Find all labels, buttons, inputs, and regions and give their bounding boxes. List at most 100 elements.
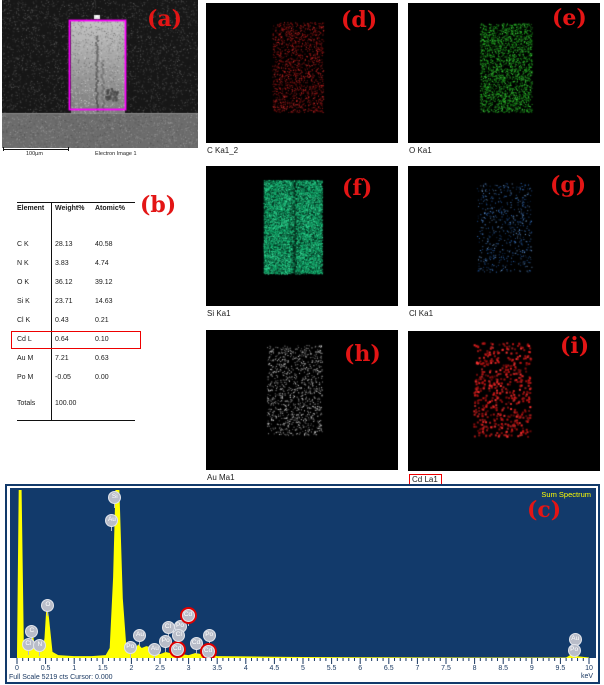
peak-label-si: Si: [108, 490, 122, 504]
x-axis-tick-label-4.5: 4.5: [269, 665, 280, 672]
peak-label-c: C: [25, 624, 39, 638]
x-axis-ticks: [16, 658, 590, 664]
x-axis-unit-label: keV: [581, 673, 594, 680]
sem-caption: Electron Image 1: [95, 151, 137, 157]
cd-row-highlight-box: [11, 331, 141, 349]
peak-label-stem-n: [39, 651, 41, 656]
totals-label: Totals: [17, 400, 36, 407]
table-row-sik-element: Si K: [17, 298, 30, 305]
panel-letter-b: (b): [140, 192, 177, 218]
panel-letter-h: (h): [344, 341, 381, 367]
peak-label-stem-au: [154, 655, 156, 658]
peak-label-po: Po: [123, 640, 137, 654]
scale-text: 100µm: [26, 151, 43, 157]
eds-map-panel-i: [408, 331, 600, 471]
table-row-aum-weight: 7.21: [55, 355, 69, 362]
panel-letter-g: (g): [550, 172, 587, 198]
x-axis-tick-label-8.5: 8.5: [498, 665, 509, 672]
x-axis-tick-label-6: 6: [358, 665, 363, 672]
table-row-clk-element: Cl K: [17, 317, 31, 324]
col-header-weight: Weight%: [55, 205, 85, 212]
table-row-pom-element: Po M: [17, 374, 34, 381]
peak-label-cl: Cl: [172, 628, 186, 642]
table-row-pom-weight: -0.05: [55, 374, 71, 381]
eds-map-canvas-i: [408, 331, 600, 471]
x-axis-tick-label-1: 1: [72, 665, 77, 672]
eds-map-caption-g: Cl Ka1: [409, 309, 434, 318]
sem-panel: 100µm Electron Image 1: [2, 0, 198, 163]
x-axis-tick-label-5.5: 5.5: [326, 665, 337, 672]
peak-label-au: Au: [105, 513, 119, 527]
x-axis-tick-label-1.5: 1.5: [97, 665, 108, 672]
peak-label-stem-au: [139, 641, 141, 646]
panel-letter-f: (f): [342, 175, 373, 201]
panel-letter-e: (e): [552, 5, 587, 31]
table-row-clk-atomic: 0.21: [95, 317, 109, 324]
x-axis-tick-label-0: 0: [15, 665, 19, 672]
x-axis-tick-label-9.5: 9.5: [555, 665, 566, 672]
x-axis-tick-labels: 0 0.5 1 1.5 2 2.5 3 3.5 4 4.5 5 5.5 6 6.5 7 7.5 8 8.5 9 9.5…: [10, 665, 596, 674]
peak-label-n: N: [33, 638, 47, 652]
eds-map-panel-h: [206, 330, 398, 470]
eds-map-canvas-g: [408, 166, 600, 306]
peak-label-cd-circled: Cd: [170, 642, 184, 656]
x-axis-tick-label-4: 4: [243, 665, 248, 672]
totals-value: 100.00: [55, 400, 77, 407]
eds-map-canvas-h: [206, 330, 398, 470]
eds-map-canvas-f: [206, 166, 398, 306]
eds-map-panel-e: [408, 3, 600, 143]
col-header-element: Element: [17, 205, 45, 212]
spectrum-title: Sum Spectrum: [541, 490, 591, 499]
spectrum-curve: [17, 490, 589, 658]
eds-map-caption-h: Au Ma1: [207, 473, 235, 482]
panel-letter-i: (i): [560, 333, 590, 359]
table-row-cdl-atomic: 0.10: [95, 336, 109, 343]
eds-map-panel-d: [206, 3, 398, 143]
peak-label-o: O: [41, 598, 55, 612]
spectrum-plot-area: Sum Spectrum Cl C N O Au Si Po Au Au Po Cl Cd Po Cl Cd…: [10, 488, 596, 658]
peak-label-cd-circled: Cd: [181, 608, 195, 622]
table-row-cdl-element: Cd L: [17, 336, 32, 343]
sem-image: [2, 0, 198, 148]
peak-label-stem-po: [573, 656, 575, 658]
table-row-pom-atomic: 0.00: [95, 374, 109, 381]
x-axis-tick-label-7: 7: [415, 665, 420, 672]
peak-label-stem-si: [114, 503, 116, 508]
peak-label-stem-au: [111, 526, 113, 531]
peak-label-cd: Cd: [189, 636, 203, 650]
table-column-rule: [51, 202, 52, 420]
x-axis-tick-label-7.5: 7.5: [441, 665, 451, 672]
table-row-nk-weight: 3.83: [55, 260, 69, 267]
x-axis-tick-label-10: 10: [585, 665, 593, 672]
table-row-ok-atomic: 39.12: [95, 279, 113, 286]
peak-label-po: Po: [202, 628, 216, 642]
peak-label-po: Po: [159, 634, 173, 648]
x-axis-tick-label-2.5: 2.5: [155, 665, 165, 672]
x-axis-tick-label-2: 2: [129, 665, 134, 672]
table-bottom-rule: [17, 420, 135, 421]
table-row-ok-weight: 36.12: [55, 279, 73, 286]
peak-label-au: Au: [133, 628, 147, 642]
x-axis-tick-label-3.5: 3.5: [212, 665, 223, 672]
peak-label-au: Au: [148, 642, 162, 656]
eds-map-caption-d: C Ka1_2: [207, 146, 239, 155]
peak-label-cd-circled: Cd: [201, 644, 215, 658]
x-axis-tick-label-6.5: 6.5: [383, 665, 394, 672]
eds-map-panel-g: [408, 166, 600, 306]
x-axis-tick-label-5: 5: [301, 665, 305, 672]
scale-bar-right-tick: [68, 147, 69, 151]
peak-label-stem-po: [165, 647, 167, 652]
peak-label-stem-cd: [207, 657, 209, 658]
sum-spectrum-panel: Sum Spectrum Cl C N O Au Si Po Au Au Po Cl Cd Po Cl Cd…: [5, 484, 600, 684]
peak-label-stem-cd: [187, 621, 189, 626]
peak-label-stem-cd: [195, 649, 197, 654]
x-axis-tick-label-8: 8: [472, 665, 477, 672]
eds-map-canvas-e: [408, 3, 600, 143]
table-row-clk-weight: 0.43: [55, 317, 69, 324]
quantification-table: Element Weight% Atomic% C K 28.13 40.58 N K…: [11, 202, 141, 422]
x-axis-tick-label-3: 3: [186, 665, 191, 672]
peak-label-stem-o: [47, 611, 49, 616]
table-row-sik-atomic: 14.63: [95, 298, 113, 305]
table-row-aum-atomic: 0.63: [95, 355, 109, 362]
